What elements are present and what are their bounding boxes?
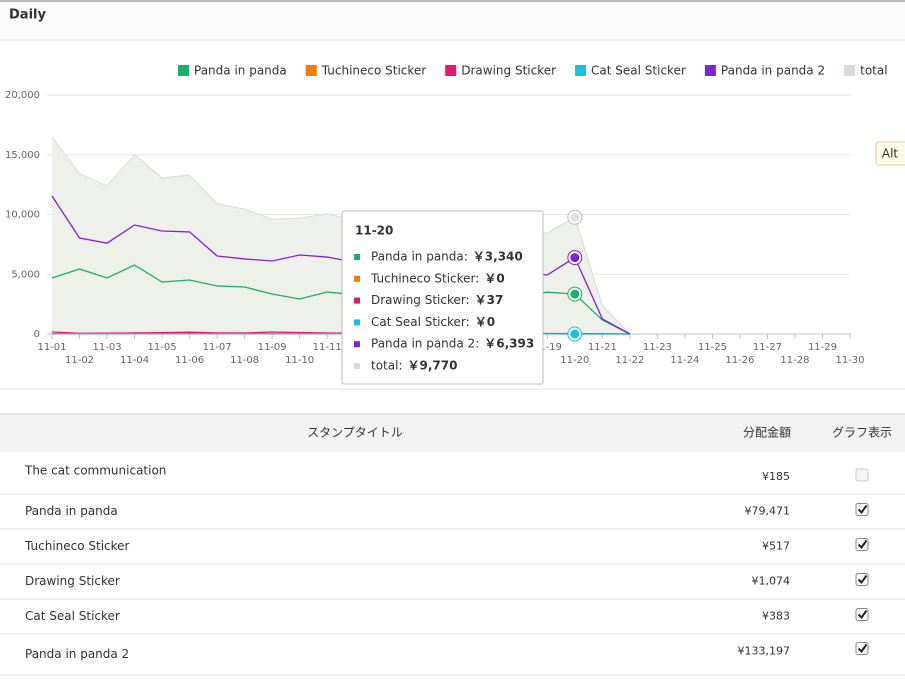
y-tick-label: 0 (34, 329, 40, 340)
legend-swatch (445, 65, 457, 76)
table-header-cell: グラフ表示 (832, 426, 892, 440)
legend-label: Tuchineco Sticker (321, 64, 427, 78)
legend-swatch (704, 65, 716, 76)
tooltip-value: ￥37 (475, 293, 504, 307)
checkbox-check (857, 539, 868, 550)
tooltip-name: Cat Seal Sticker: (371, 315, 470, 329)
tooltip-swatch (354, 275, 360, 282)
x-tick-label: 11-03 (93, 342, 122, 353)
tooltip-swatch (354, 319, 360, 326)
row-title: Panda in panda (25, 504, 118, 518)
tooltip-value: ￥0 (484, 271, 504, 285)
table-header-cell: 分配金額 (743, 425, 791, 440)
y-tick-label: 5,000 (11, 269, 40, 280)
tooltip-name: total: (371, 359, 402, 373)
x-tick-label: 11-06 (175, 355, 204, 366)
x-tick-label: 11-09 (258, 342, 287, 353)
tooltip-swatch (354, 254, 360, 260)
hover-dot-ring (567, 209, 583, 225)
row-amount: ¥133,197 (738, 645, 791, 658)
tooltip-value: ￥9,770 (407, 359, 457, 373)
x-tick-label: 11-05 (148, 342, 177, 353)
x-tick-label: 11-26 (725, 355, 754, 366)
header-title: Daily (9, 8, 46, 23)
checkbox-check (857, 609, 868, 620)
x-tick-label: 11-23 (643, 342, 672, 353)
hover-dot-ring (567, 326, 583, 342)
hover-dot (568, 287, 582, 301)
row-title: Tuchineco Sticker (24, 539, 130, 553)
x-tick-label: 11-10 (285, 355, 314, 366)
x-tick-label: 11-07 (203, 342, 232, 353)
tooltip-name: Panda in panda: (371, 250, 468, 264)
row-title: Cat Seal Sticker (25, 609, 120, 623)
x-tick-label: 11-08 (230, 355, 259, 366)
tooltip-value: ￥3,340 (473, 250, 523, 264)
row-checkbox[interactable] (855, 468, 869, 482)
row-amount: ¥1,074 (752, 575, 791, 588)
legend-swatch (575, 65, 587, 76)
x-tick-label: 11-28 (780, 355, 809, 366)
alt-button-label[interactable]: Alt (882, 147, 899, 161)
tooltip-value: ￥0 (475, 315, 495, 329)
tooltip-box (341, 210, 544, 385)
hover-dot-ring (567, 286, 583, 302)
row-amount: ¥79,471 (745, 505, 791, 518)
legend-swatch (178, 65, 189, 76)
y-tick-label: 15,000 (5, 150, 40, 161)
tooltip-name: Tuchineco Sticker: (370, 271, 479, 285)
row-title: Panda in panda 2 (25, 647, 129, 661)
tooltip-name: Panda in panda 2: (371, 337, 479, 351)
legend-label: Panda in panda (194, 64, 287, 78)
legend-swatch (844, 65, 856, 76)
tooltip-swatch (354, 341, 360, 348)
legend-label: Panda in panda 2 (721, 64, 825, 78)
hover-dot (568, 251, 582, 265)
y-tick-label: 10,000 (5, 210, 40, 221)
legend-label: total (860, 64, 887, 78)
x-tick-label: 11-20 (560, 355, 589, 366)
tooltip-swatch (354, 363, 360, 369)
checkbox-check (857, 504, 868, 515)
row-amount: ¥383 (762, 610, 790, 623)
x-tick-label: 11-29 (808, 342, 837, 353)
legend-label: Drawing Sticker (461, 64, 556, 78)
alt-button[interactable] (875, 141, 905, 166)
x-tick-label: 11-24 (670, 355, 699, 366)
table-header-cell: スタンプタイトル (307, 426, 403, 440)
y-tick-label: 20,000 (5, 90, 40, 101)
row-title: The cat communication (24, 464, 166, 478)
x-tick-label: 11-19 (533, 342, 562, 353)
hover-dot (568, 327, 582, 341)
x-tick-label: 11-04 (120, 355, 149, 366)
legend-label: Cat Seal Sticker (591, 64, 686, 78)
checkbox-check (857, 643, 868, 654)
x-tick-label: 11-02 (65, 355, 94, 366)
tooltip-value: ￥6,393 (484, 337, 534, 351)
checkbox-check (857, 574, 868, 585)
row-title: Drawing Sticker (25, 574, 120, 588)
x-tick-label: 11-30 (835, 355, 864, 366)
legend-swatch (305, 65, 317, 76)
hover-dot (568, 210, 582, 224)
tooltip-title: 11-20 (355, 224, 393, 238)
x-tick-label: 11-01 (37, 342, 66, 353)
header-bar (0, 2, 905, 40)
x-tick-label: 11-11 (313, 342, 342, 353)
tooltip-name: Drawing Sticker: (371, 293, 470, 307)
x-tick-label: 11-22 (615, 355, 644, 366)
row-amount: ¥517 (762, 540, 790, 553)
x-tick-label: 11-27 (753, 342, 782, 353)
hover-dot-ring (567, 250, 583, 266)
tooltip: 11-20 Panda in panda: ￥3,340 Tuchineco Stic… (341, 210, 544, 385)
row-amount: ¥185 (762, 470, 790, 483)
x-tick-label: 11-25 (698, 342, 727, 353)
tooltip-swatch (354, 297, 360, 304)
table-header (0, 415, 905, 452)
top-border (0, 0, 905, 2)
x-tick-label: 11-21 (588, 342, 617, 353)
